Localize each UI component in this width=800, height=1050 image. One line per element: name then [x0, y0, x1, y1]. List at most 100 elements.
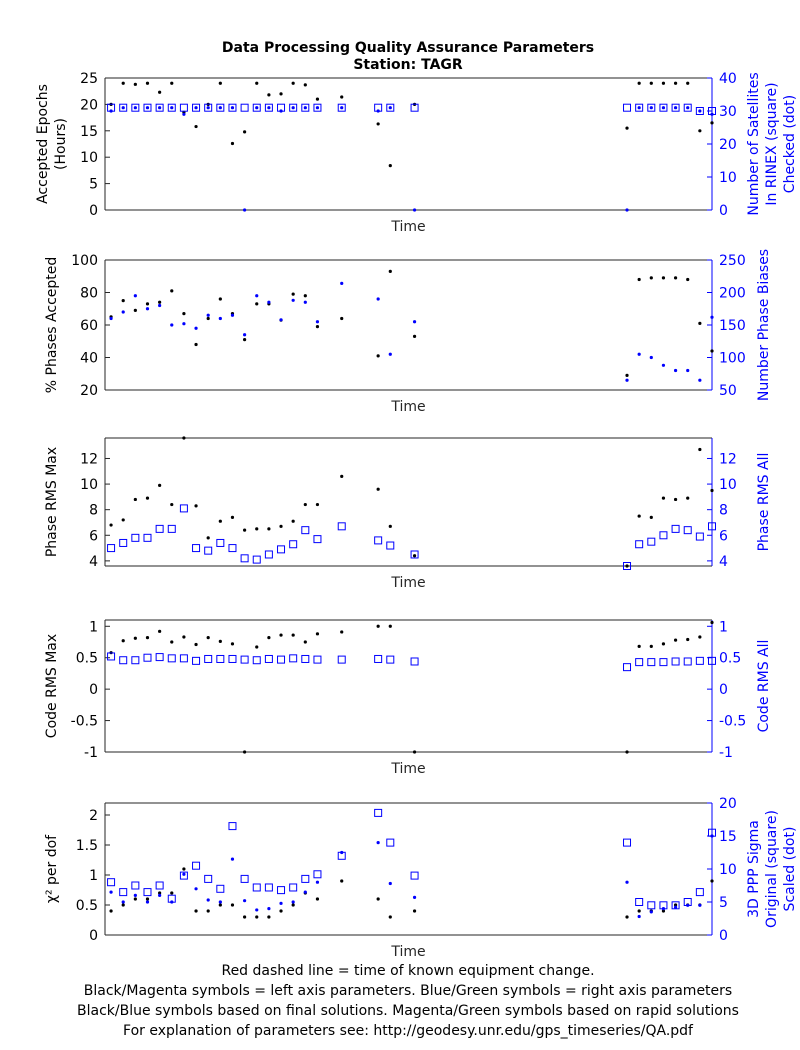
data-point-square [623, 663, 632, 672]
right-y-axis-label: Number of Satellites [746, 72, 762, 215]
left-tick-label: 40 [80, 351, 98, 367]
right-tick-label: 8 [719, 503, 728, 519]
data-point-square [119, 103, 128, 112]
data-point-dot [121, 518, 125, 522]
data-point-dot [412, 208, 417, 212]
data-point-square [647, 537, 656, 546]
data-point-dot [686, 277, 690, 282]
right-tick-label: -1 [719, 745, 733, 761]
right-tick-label: 12 [719, 451, 737, 467]
series-1 [109, 269, 714, 377]
data-point-dot [291, 81, 295, 85]
footer-line-1: Red dashed line = time of known equipmen… [221, 963, 594, 979]
data-point-dot [109, 909, 113, 913]
right-tick-label: 20 [719, 796, 737, 812]
data-point-dot [243, 338, 247, 342]
data-point-dot [279, 633, 283, 637]
data-point-dot [412, 750, 417, 754]
data-point-dot [255, 302, 259, 306]
data-point-dot [291, 292, 295, 296]
data-point-square [216, 884, 225, 893]
data-point-dot [279, 524, 283, 528]
data-point-square [683, 898, 692, 906]
right-tick-label: 0.5 [719, 651, 741, 667]
data-point-square [155, 653, 164, 662]
footer-line-4: For explanation of parameters see: http:… [123, 1023, 694, 1039]
data-point-dot [303, 106, 307, 110]
data-point-square [337, 851, 346, 860]
data-point-dot [637, 514, 641, 518]
data-point-square [289, 654, 298, 663]
left-tick-label: 6 [89, 528, 98, 544]
data-point-dot [710, 620, 714, 625]
data-point-dot [303, 83, 307, 87]
data-point-dot [145, 302, 150, 306]
data-point-dot [303, 502, 307, 507]
data-point-square [337, 655, 346, 664]
data-point-dot [206, 898, 210, 902]
data-point-dot [710, 488, 714, 493]
data-point-dot [182, 436, 186, 440]
series-2 [107, 504, 716, 570]
data-point-dot [170, 106, 174, 110]
data-point-dot [388, 524, 392, 528]
data-point-dot [194, 342, 198, 347]
data-point-square [289, 883, 298, 892]
data-point-dot [230, 642, 235, 646]
x-axis-label: Time [390, 219, 425, 235]
data-point-dot [637, 352, 641, 356]
data-point-square [119, 888, 128, 897]
data-point-dot [218, 900, 222, 904]
data-point-square [659, 658, 668, 667]
data-point-dot [376, 841, 380, 845]
data-point-dot [267, 93, 271, 97]
x-axis-label: Time [390, 761, 425, 777]
data-point-square [659, 531, 668, 540]
data-point-square [131, 533, 140, 542]
data-point-dot [661, 909, 666, 913]
data-point-square [240, 103, 249, 112]
data-point-square [143, 103, 152, 112]
data-point-dot [686, 637, 690, 642]
data-point-dot [376, 297, 380, 301]
data-point-dot [388, 106, 392, 110]
data-point-dot [170, 640, 174, 644]
data-point-dot [291, 633, 295, 637]
left-y-axis-label: χ² per dof [44, 834, 60, 903]
data-point-dot [243, 915, 247, 919]
data-point-dot [158, 303, 162, 308]
data-point-square [167, 894, 176, 903]
data-point-dot [673, 905, 678, 909]
data-point-dot [637, 277, 641, 282]
data-point-square [216, 103, 225, 112]
data-point-square [623, 838, 632, 847]
left-tick-label: 60 [80, 318, 98, 334]
data-point-square [264, 103, 273, 112]
right-tick-label: 6 [719, 528, 728, 544]
data-point-dot [315, 632, 320, 636]
data-point-dot [315, 320, 320, 324]
data-point-square [386, 541, 395, 550]
data-point-dot [412, 895, 417, 899]
data-point-dot [291, 519, 295, 523]
data-point-dot [230, 515, 235, 519]
data-point-dot [303, 300, 307, 304]
data-point-dot [340, 630, 344, 634]
data-point-dot [698, 129, 702, 133]
data-point-square [708, 656, 716, 665]
data-point-dot [230, 313, 235, 317]
data-point-dot [376, 354, 380, 358]
data-point-dot [686, 106, 690, 110]
data-point-square [683, 526, 692, 535]
data-point-dot [255, 294, 259, 298]
data-point-square [179, 103, 188, 112]
data-point-dot [218, 639, 222, 643]
data-point-square [107, 878, 116, 887]
data-point-dot [673, 106, 678, 110]
data-point-dot [170, 502, 174, 507]
x-axis-label: Time [390, 944, 425, 960]
left-tick-label: 0.5 [76, 651, 98, 667]
data-point-dot [133, 893, 137, 898]
data-point-dot [649, 910, 653, 914]
right-y-axis-label: 3D PPP Sigma [746, 820, 762, 918]
